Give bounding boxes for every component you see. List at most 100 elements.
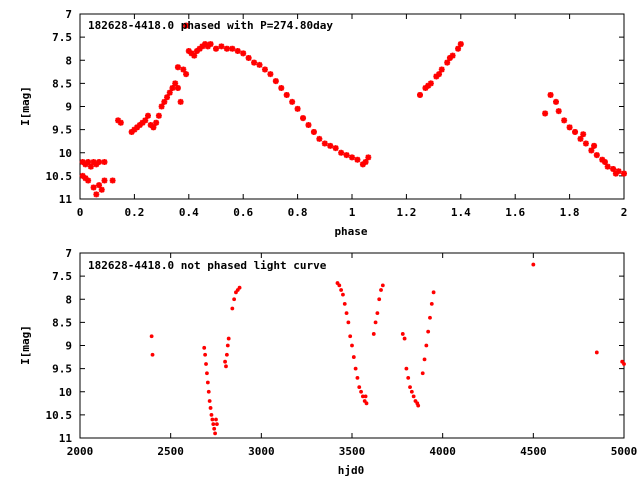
data-point (223, 359, 227, 364)
data-point (408, 385, 412, 390)
data-point (164, 94, 171, 101)
data-point (431, 290, 436, 295)
data-point (373, 320, 378, 325)
data-point (379, 288, 383, 292)
data-point (283, 91, 290, 98)
data-point (580, 131, 587, 138)
data-point (202, 41, 209, 48)
x-tick-label: 0.8 (288, 206, 308, 219)
data-point (204, 362, 208, 366)
data-point (305, 122, 312, 128)
data-point (79, 159, 86, 165)
data-point (172, 80, 179, 87)
y-tick-label: 11 (59, 432, 73, 445)
data-point (449, 52, 456, 59)
phased-y-tick-labels: 7 7.5 8 8.5 9 9.5 10 10.5 11 (46, 8, 73, 206)
data-point (417, 91, 423, 98)
data-point (161, 98, 168, 105)
data-point (531, 262, 536, 267)
data-point (316, 135, 323, 142)
data-point (199, 43, 206, 50)
data-point (294, 105, 301, 112)
data-point (240, 50, 247, 57)
data-point (218, 43, 225, 50)
data-point (147, 122, 154, 128)
data-point (400, 332, 405, 336)
x-tick-label: 0.6 (233, 206, 253, 219)
data-point (351, 355, 356, 359)
data-point (426, 329, 431, 334)
data-point (371, 332, 376, 336)
data-point (588, 147, 595, 154)
y-tick-label: 8.5 (52, 316, 72, 329)
data-point (427, 80, 434, 87)
data-point (202, 345, 207, 350)
data-point (109, 177, 116, 184)
x-tick-label: 4500 (520, 445, 547, 458)
data-point (214, 417, 218, 422)
data-point (98, 186, 105, 193)
y-tick-label: 8.5 (52, 77, 72, 90)
x-tick-label: 1.2 (396, 206, 416, 219)
x-tick-label: 1.8 (560, 206, 580, 219)
data-point (438, 66, 445, 73)
data-point (300, 115, 307, 122)
data-point (337, 283, 342, 288)
y-tick-label: 7 (65, 247, 72, 260)
phased-y-axis-label: I[mag] (19, 86, 32, 126)
data-point (342, 301, 347, 306)
data-point (205, 371, 209, 376)
data-point (422, 85, 429, 91)
data-point (566, 124, 573, 131)
data-point (561, 117, 568, 124)
data-point (87, 163, 94, 170)
data-point (136, 122, 143, 128)
data-point (191, 52, 198, 59)
data-point (230, 306, 235, 311)
data-point (339, 288, 344, 292)
data-point (79, 172, 86, 179)
data-point (212, 426, 217, 431)
data-point (207, 41, 214, 48)
y-tick-label: 7.5 (52, 31, 72, 44)
data-point (232, 297, 237, 302)
data-point (601, 159, 608, 165)
data-point (599, 156, 606, 163)
data-point (204, 43, 211, 50)
data-point (349, 154, 355, 161)
data-point (363, 394, 368, 399)
data-point (341, 292, 345, 297)
data-point (577, 135, 584, 142)
data-point (208, 406, 213, 410)
data-point (96, 182, 103, 189)
data-point (215, 422, 219, 427)
data-point (188, 50, 195, 57)
data-point (591, 142, 598, 149)
data-point (82, 161, 89, 168)
data-point (375, 311, 380, 316)
data-point (128, 128, 135, 135)
data-point (224, 352, 229, 357)
data-point (211, 422, 216, 427)
data-point (131, 126, 138, 133)
data-point (210, 417, 215, 422)
unphased-y-axis-label: I[mag] (19, 325, 32, 365)
data-point (153, 119, 160, 126)
data-point (359, 161, 366, 168)
data-point (411, 394, 416, 399)
data-point (177, 98, 184, 105)
unphased-x-tick-labels: 2000 2500 3000 3500 4000 4500 5000 (67, 445, 638, 458)
data-point (237, 285, 242, 290)
data-point (402, 336, 407, 341)
data-point (604, 163, 611, 170)
phased-x-tick-labels: 0 0.2 0.4 0.6 0.8 1 1.2 1.4 1.6 1.8 2 (77, 206, 628, 219)
data-point (425, 82, 432, 89)
data-point (404, 366, 409, 371)
y-tick-label: 7.5 (52, 270, 72, 283)
data-point (364, 401, 369, 406)
data-point (142, 117, 149, 124)
data-point (183, 71, 190, 78)
x-tick-label: 2 (621, 206, 628, 219)
